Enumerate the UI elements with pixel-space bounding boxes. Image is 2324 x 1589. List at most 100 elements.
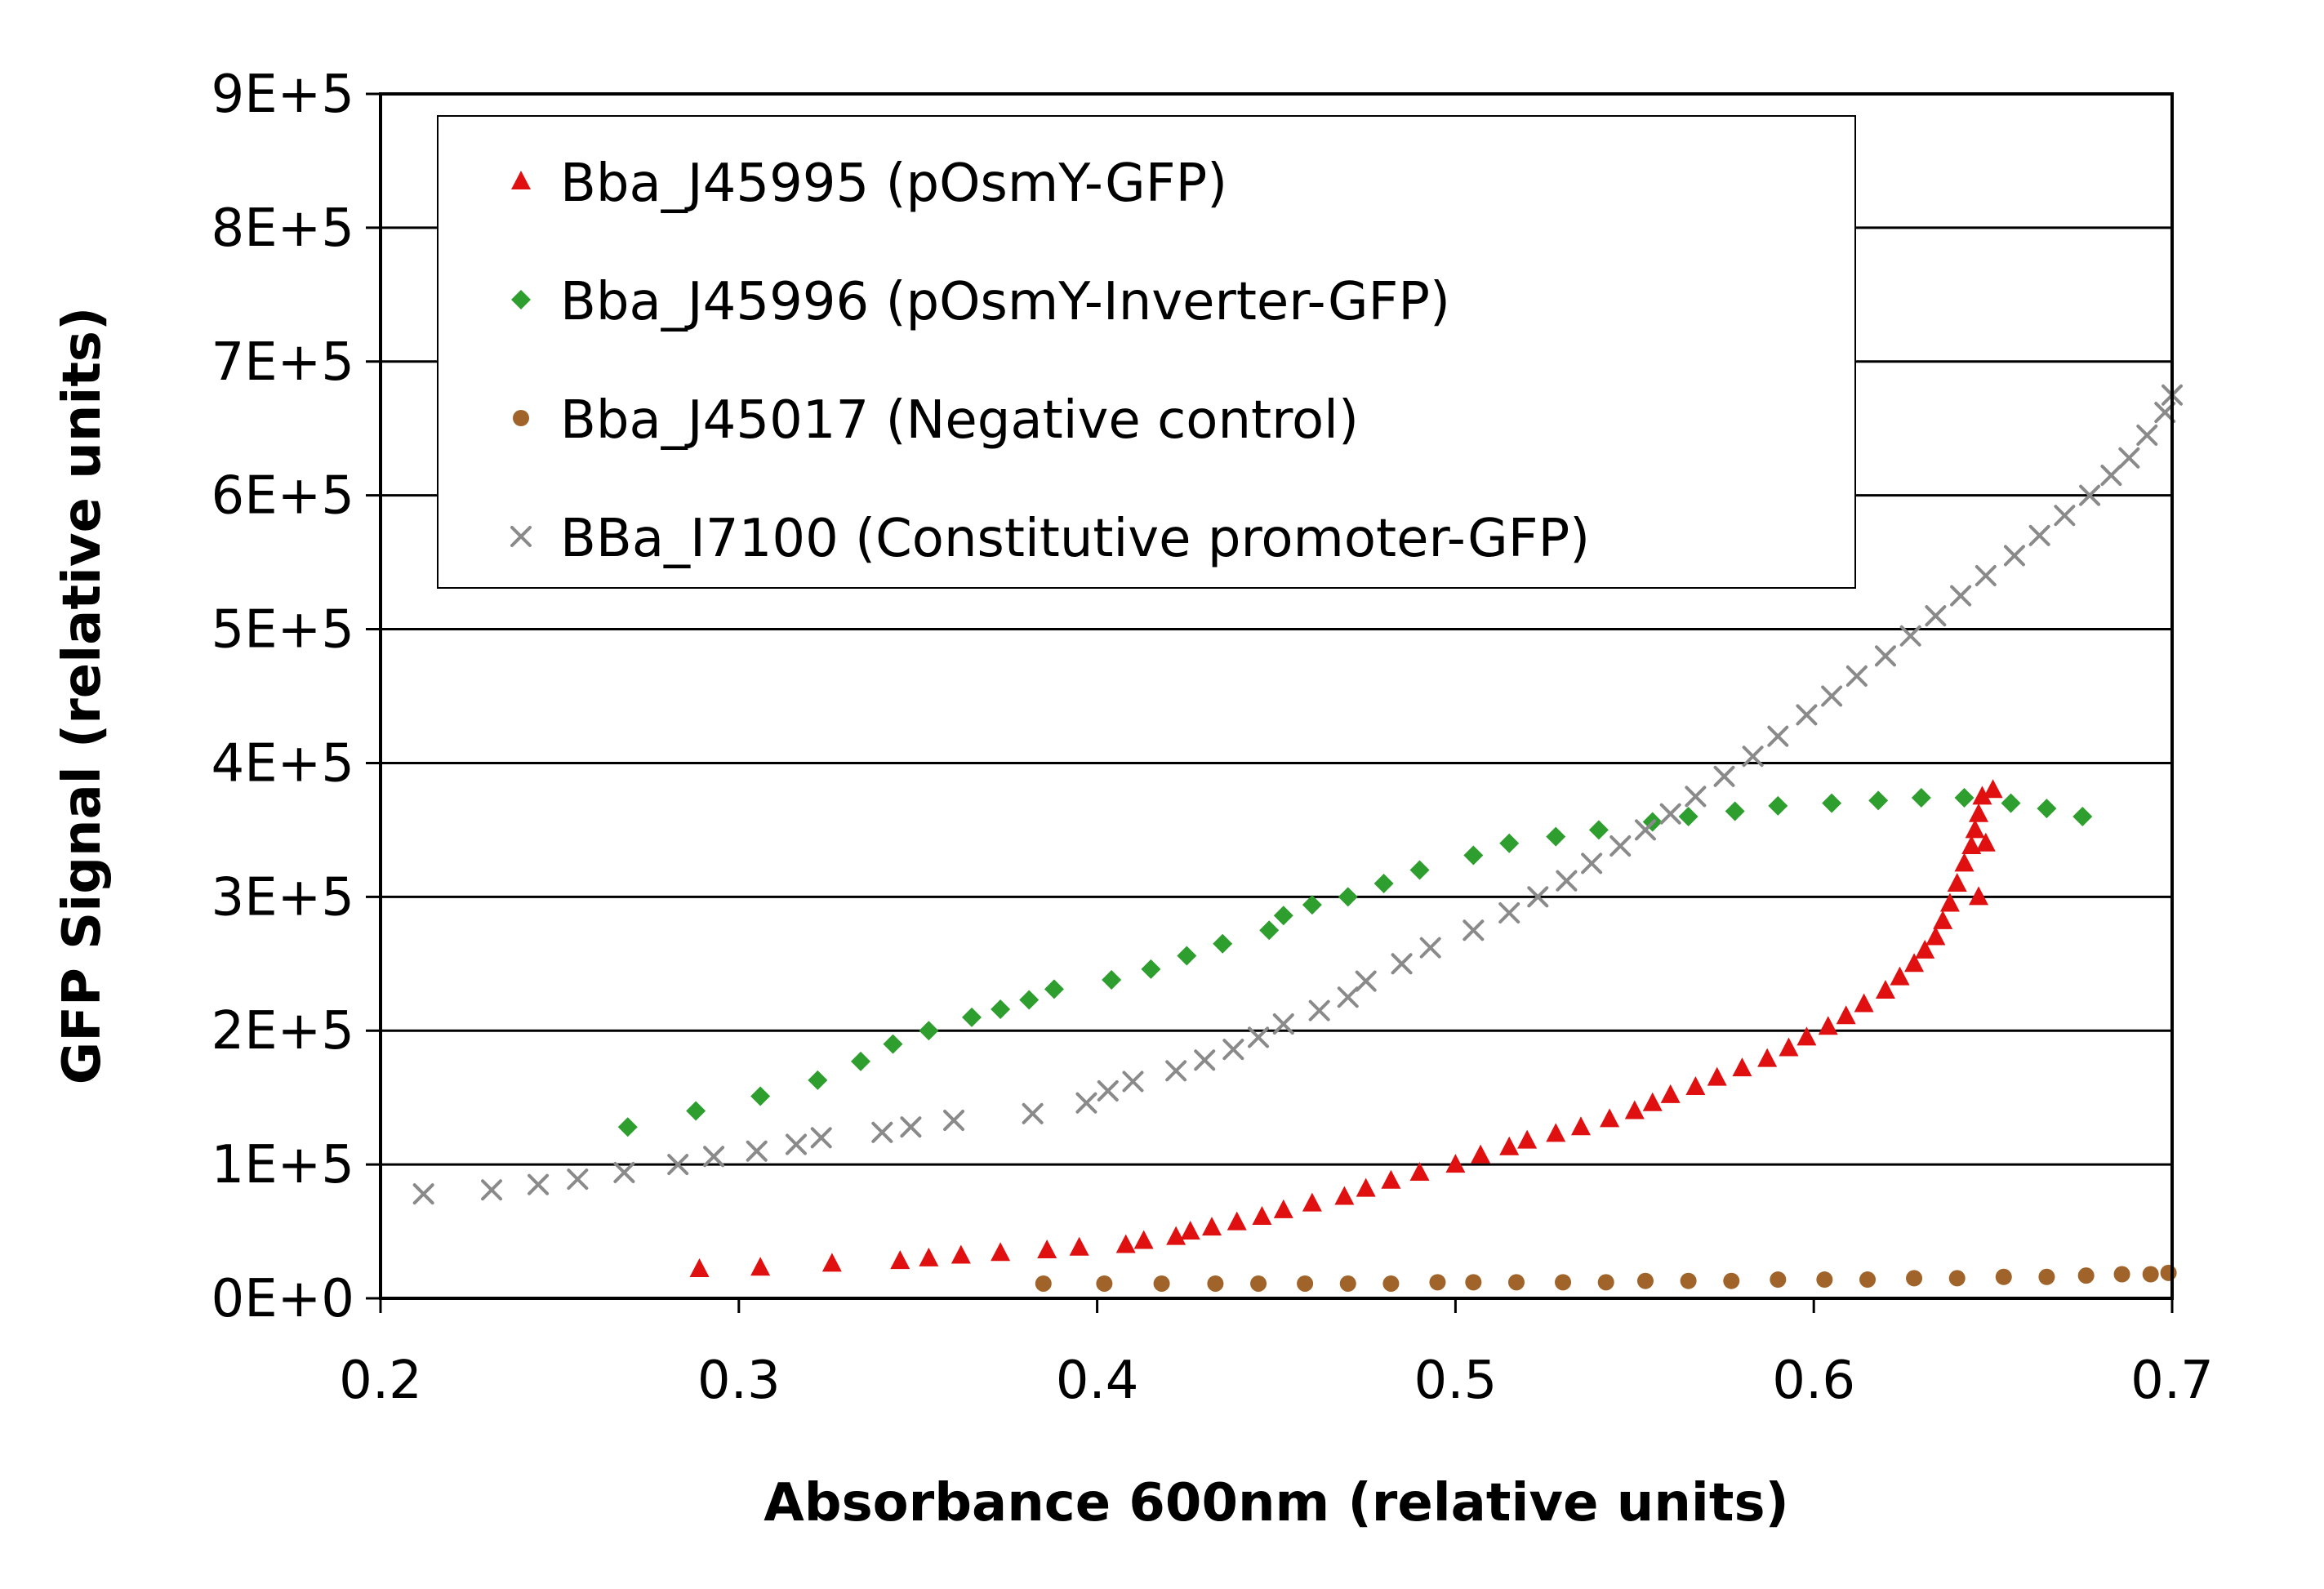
y-tick-label: 7E+5 [211, 332, 355, 393]
data-point [1906, 1270, 1923, 1287]
data-point [412, 1183, 434, 1205]
data-point [2136, 424, 2158, 446]
data-point [703, 1146, 725, 1168]
data-point [1259, 920, 1280, 941]
data-point [2100, 465, 2122, 487]
data-point [1570, 1116, 1591, 1136]
data-point [1102, 969, 1122, 990]
data-point [1252, 1206, 1272, 1226]
data-point [850, 1051, 870, 1071]
data-point [1845, 665, 1868, 687]
data-point [1961, 835, 1982, 855]
data-point [1707, 1066, 1727, 1086]
data-point [1517, 1129, 1538, 1149]
data-point [1581, 852, 1603, 875]
data-point [1624, 1100, 1645, 1119]
data-point [667, 1154, 689, 1176]
data-point [1381, 1169, 1401, 1189]
legend-label: Bba_J45996 (pOsmY-Inverter-GFP) [560, 272, 1450, 332]
data-point [1463, 845, 1484, 866]
data-point [567, 1168, 589, 1191]
y-tick-label: 8E+5 [211, 198, 355, 259]
data-point [1874, 645, 1896, 667]
data-point [2072, 807, 2093, 826]
data-point [1859, 1271, 1877, 1289]
legend-marker [511, 171, 531, 189]
data-point [1356, 1177, 1376, 1197]
data-point [1915, 939, 1935, 959]
data-point [1546, 1123, 1566, 1142]
data-point [1767, 725, 1789, 747]
data-point [821, 1253, 842, 1272]
data-point [1297, 1275, 1314, 1292]
data-point [1822, 793, 1842, 813]
y-tick-label: 4E+5 [211, 733, 355, 794]
data-point [1634, 819, 1656, 841]
x-tick-label: 0.5 [1414, 1351, 1498, 1411]
data-point [1685, 786, 1707, 808]
data-point [808, 1070, 828, 1090]
data-point [1339, 1275, 1356, 1292]
data-point [1153, 1275, 1170, 1292]
data-point [1890, 966, 1910, 986]
data-point [1037, 1240, 1057, 1258]
y-tick-label: 9E+5 [211, 65, 355, 125]
data-point [810, 1127, 832, 1149]
data-point [1248, 1026, 1270, 1048]
data-point [2028, 524, 2050, 546]
data-point [613, 1161, 635, 1183]
data-point [1445, 1154, 1466, 1173]
data-point [943, 1110, 965, 1132]
data-point [1273, 906, 1293, 926]
data-point [1499, 1136, 1520, 1155]
x-tick-label: 0.3 [697, 1351, 781, 1411]
data-point [2079, 484, 2101, 506]
data-point [2160, 1264, 2177, 1281]
data-point [1609, 835, 1632, 857]
data-point [528, 1173, 550, 1195]
series-1 [689, 779, 2003, 1277]
data-point [2077, 1267, 2095, 1284]
data-point [1642, 1092, 1663, 1111]
data-point [1177, 946, 1197, 966]
data-point [1409, 1161, 1430, 1181]
data-point [1546, 826, 1566, 847]
legend-box [437, 115, 1856, 589]
plot-area-border [379, 92, 2174, 1300]
data-point [1463, 919, 1485, 941]
data-point [1272, 1013, 1294, 1035]
data-point [1950, 585, 1972, 607]
legend-label: Bba_J45017 (Negative control) [560, 390, 1359, 451]
data-point [1947, 872, 1967, 892]
data-point [1836, 1005, 1856, 1025]
data-point [689, 1257, 710, 1277]
data-point [1222, 1039, 1244, 1061]
data-point [1097, 1079, 1119, 1102]
data-point [1933, 910, 1953, 929]
data-point [1680, 1272, 1697, 1289]
data-point [1355, 970, 1377, 992]
data-point [1969, 886, 1989, 906]
data-point [750, 1086, 771, 1106]
x-tick-label: 0.2 [339, 1351, 422, 1411]
data-point [1954, 788, 1975, 808]
data-point [1636, 1272, 1654, 1289]
legend-item: Bba_J45996 (pOsmY-Inverter-GFP) [511, 272, 1450, 332]
data-point [2118, 447, 2140, 469]
data-point [2038, 1268, 2055, 1285]
legend-item: Bba_J45017 (Negative control) [513, 390, 1359, 451]
data-point [1723, 1272, 1740, 1289]
data-point [1429, 1274, 1446, 1291]
data-point [1600, 1108, 1620, 1128]
data-point [1854, 993, 1874, 1013]
y-axis-ticks: 0E+0 1E+5 2E+5 3E+5 4E+5 5E+5 6E+5 7E+5 8E+5 9E+5 [211, 65, 381, 1329]
data-point [1757, 1048, 1778, 1067]
series-4 [412, 384, 2183, 1205]
data-point [1069, 1236, 1089, 1256]
data-point [1180, 1221, 1200, 1240]
legend-label: Bba_J45995 (pOsmY-GFP) [560, 154, 1227, 214]
y-tick-label: 2E+5 [211, 1001, 355, 1062]
data-point [1875, 980, 1895, 999]
data-point [951, 1244, 971, 1264]
